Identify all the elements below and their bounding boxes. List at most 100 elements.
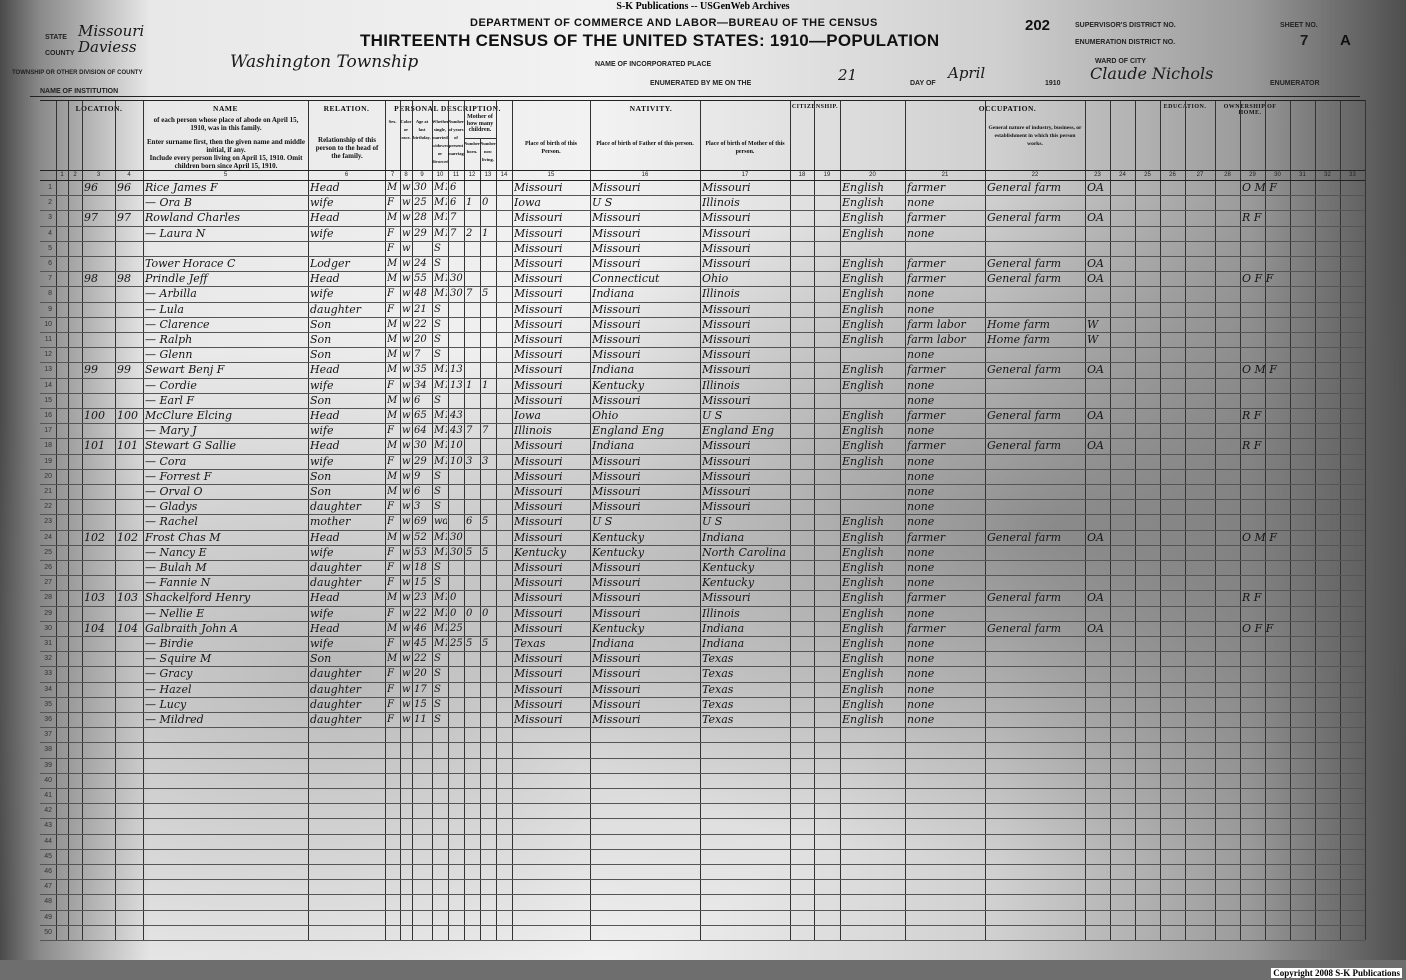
table-cell: 103 — [84, 591, 105, 605]
column-rule — [480, 138, 481, 940]
table-cell: Texas — [702, 667, 734, 681]
table-cell: farmer — [907, 181, 946, 194]
column-rule — [790, 100, 791, 940]
group-location: LOCATION. — [75, 104, 123, 113]
column-rule — [840, 100, 841, 940]
table-cell: none — [907, 606, 935, 620]
table-cell: none — [907, 302, 935, 316]
table-cell: 7 — [450, 227, 457, 239]
row-rule — [40, 681, 1365, 683]
line-number: 19 — [44, 457, 52, 465]
line-number: 16 — [44, 412, 52, 419]
table-cell: none — [907, 454, 935, 468]
table-cell: — Mary J — [145, 424, 197, 438]
table-cell: English — [842, 713, 884, 726]
table-cell: — Forrest F — [145, 469, 212, 483]
table-cell: Missouri — [592, 697, 641, 711]
group-name: NAME — [213, 104, 238, 113]
column-rule — [308, 100, 309, 940]
table-cell: Kentucky — [702, 561, 755, 574]
group-nativity: NATIVITY. — [629, 104, 673, 113]
table-cell: — Hazel — [145, 682, 192, 696]
table-cell: 7 — [414, 349, 421, 361]
row-rule — [40, 195, 1365, 197]
table-cell: Missouri — [514, 302, 563, 316]
row-rule — [40, 894, 1365, 896]
table-cell: 11 — [414, 714, 427, 725]
row-rule — [40, 316, 1365, 318]
column-number: 4 — [127, 172, 131, 178]
table-cell: farmer — [907, 591, 946, 605]
table-cell: Missouri — [702, 257, 751, 270]
table-cell: Missouri — [514, 469, 563, 483]
line-number: 4 — [48, 229, 52, 237]
line-number: 37 — [44, 731, 52, 739]
table-cell: — Gracy — [145, 667, 193, 681]
sheet-number: 7 — [1300, 32, 1309, 49]
table-cell: S — [434, 470, 441, 482]
table-cell: OA — [1087, 363, 1104, 377]
table-cell: daughter — [310, 682, 361, 696]
table-cell: 22 — [414, 653, 427, 665]
column-rule — [496, 100, 497, 940]
table-cell: w — [402, 470, 411, 482]
table-cell: 20 — [414, 668, 427, 680]
table-cell: 0 — [450, 607, 457, 619]
row-rule — [40, 924, 1365, 926]
line-number: 22 — [44, 503, 52, 511]
table-cell: Kentucky — [592, 530, 645, 544]
table-cell: Missouri — [702, 317, 751, 331]
table-cell: Missouri — [592, 454, 641, 468]
column-rule — [1265, 100, 1266, 940]
table-cell: 6 — [466, 516, 473, 528]
line-number: 47 — [44, 883, 52, 891]
table-cell: Head — [310, 272, 340, 286]
table-cell: Illinois — [702, 606, 740, 620]
table-cell: General farm — [987, 591, 1062, 605]
table-cell: Indiana — [592, 439, 635, 453]
table-cell: 7 — [466, 288, 473, 300]
column-rule — [1215, 100, 1216, 940]
table-cell: M — [387, 470, 398, 482]
table-cell: 5 — [466, 546, 473, 558]
table-cell: 45 — [414, 638, 427, 649]
table-cell: English — [842, 637, 884, 650]
table-cell: Head — [310, 409, 340, 422]
row-rule — [40, 438, 1365, 440]
table-cell: M — [387, 318, 398, 330]
table-cell: none — [907, 500, 935, 514]
table-cell: 99 — [84, 363, 98, 377]
column-number: 17 — [741, 172, 749, 178]
table-cell: Missouri — [514, 697, 563, 711]
column-number: 32 — [1324, 172, 1331, 178]
table-cell: 0 — [482, 197, 489, 209]
row-rule — [40, 696, 1365, 698]
table-cell: English — [842, 454, 884, 468]
column-number: 19 — [823, 172, 831, 178]
row-rule — [40, 605, 1365, 607]
line-number: 24 — [44, 533, 52, 541]
table-cell: w — [402, 577, 411, 589]
table-cell: M1 — [434, 425, 447, 437]
table-cell: S — [434, 486, 441, 497]
table-cell: English — [842, 317, 884, 331]
table-cell: — Orval O — [145, 485, 203, 498]
table-cell: Missouri — [514, 591, 563, 605]
table-cell: 5 — [482, 546, 489, 558]
column-number: 25 — [1144, 172, 1151, 178]
census-sheet — [0, 0, 1406, 960]
table-cell: English — [842, 530, 884, 544]
table-cell: daughter — [310, 713, 361, 726]
table-cell: English — [842, 287, 884, 301]
group-ownership: OWNERSHIP OF HOME. — [1223, 104, 1277, 116]
table-cell: M1 — [434, 273, 447, 285]
county-value: Daviess — [78, 38, 137, 56]
table-cell: — Rachel — [145, 515, 198, 529]
row-rule — [40, 499, 1365, 501]
row-rule — [40, 240, 1365, 242]
table-cell: Tower Horace C — [145, 257, 236, 270]
table-cell: M — [387, 592, 398, 604]
sheet-side: A — [1340, 32, 1351, 49]
line-number: 32 — [44, 655, 52, 663]
table-cell: Son — [310, 393, 332, 407]
